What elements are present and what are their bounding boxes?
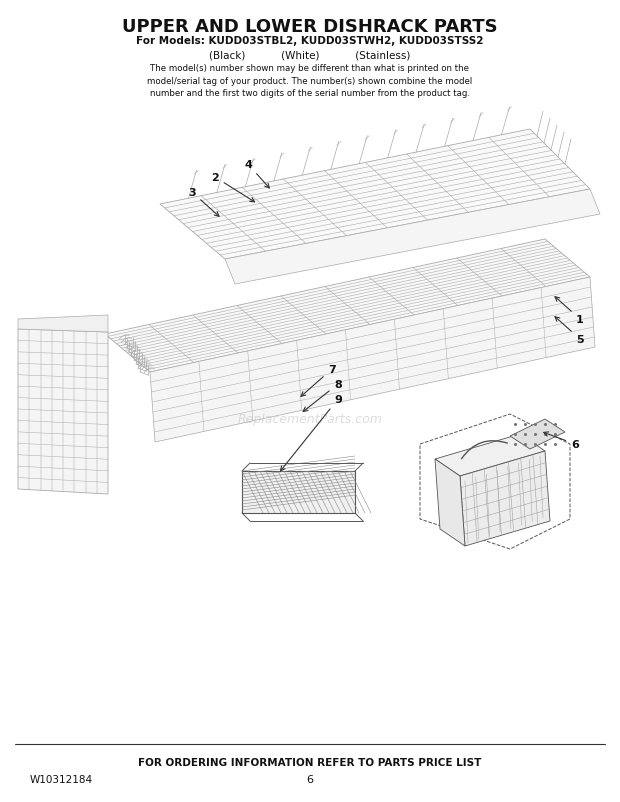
Text: 8: 8 [303,379,342,412]
Text: 4: 4 [244,160,269,188]
Polygon shape [435,435,545,476]
Polygon shape [510,419,565,449]
Polygon shape [150,277,595,443]
Bar [242,472,355,513]
Text: 6: 6 [544,432,579,449]
Text: W10312184: W10312184 [30,774,93,784]
Text: UPPER AND LOWER DISHRACK PARTS: UPPER AND LOWER DISHRACK PARTS [122,18,498,36]
Polygon shape [105,240,590,373]
Text: 6: 6 [306,774,314,784]
Polygon shape [18,316,108,333]
Text: 9: 9 [280,395,342,472]
Text: For Models: KUDD03STBL2, KUDD03STWH2, KUDD03STSS2: For Models: KUDD03STBL2, KUDD03STWH2, KU… [136,36,484,46]
Text: 3: 3 [188,188,219,217]
Polygon shape [460,452,550,546]
Polygon shape [18,330,108,494]
Text: 7: 7 [301,365,336,397]
Text: 5: 5 [555,318,584,345]
Polygon shape [435,460,465,546]
Text: 2: 2 [211,172,255,203]
Text: (Black)           (White)           (Stainless): (Black) (White) (Stainless) [210,50,410,60]
Text: ReplacementParts.com: ReplacementParts.com [237,413,383,426]
Polygon shape [160,130,590,260]
Text: 1: 1 [555,298,584,325]
Text: The model(s) number shown may be different than what is printed on the
model/ser: The model(s) number shown may be differe… [148,64,472,98]
Polygon shape [225,190,600,285]
Text: FOR ORDERING INFORMATION REFER TO PARTS PRICE LIST: FOR ORDERING INFORMATION REFER TO PARTS … [138,757,482,767]
